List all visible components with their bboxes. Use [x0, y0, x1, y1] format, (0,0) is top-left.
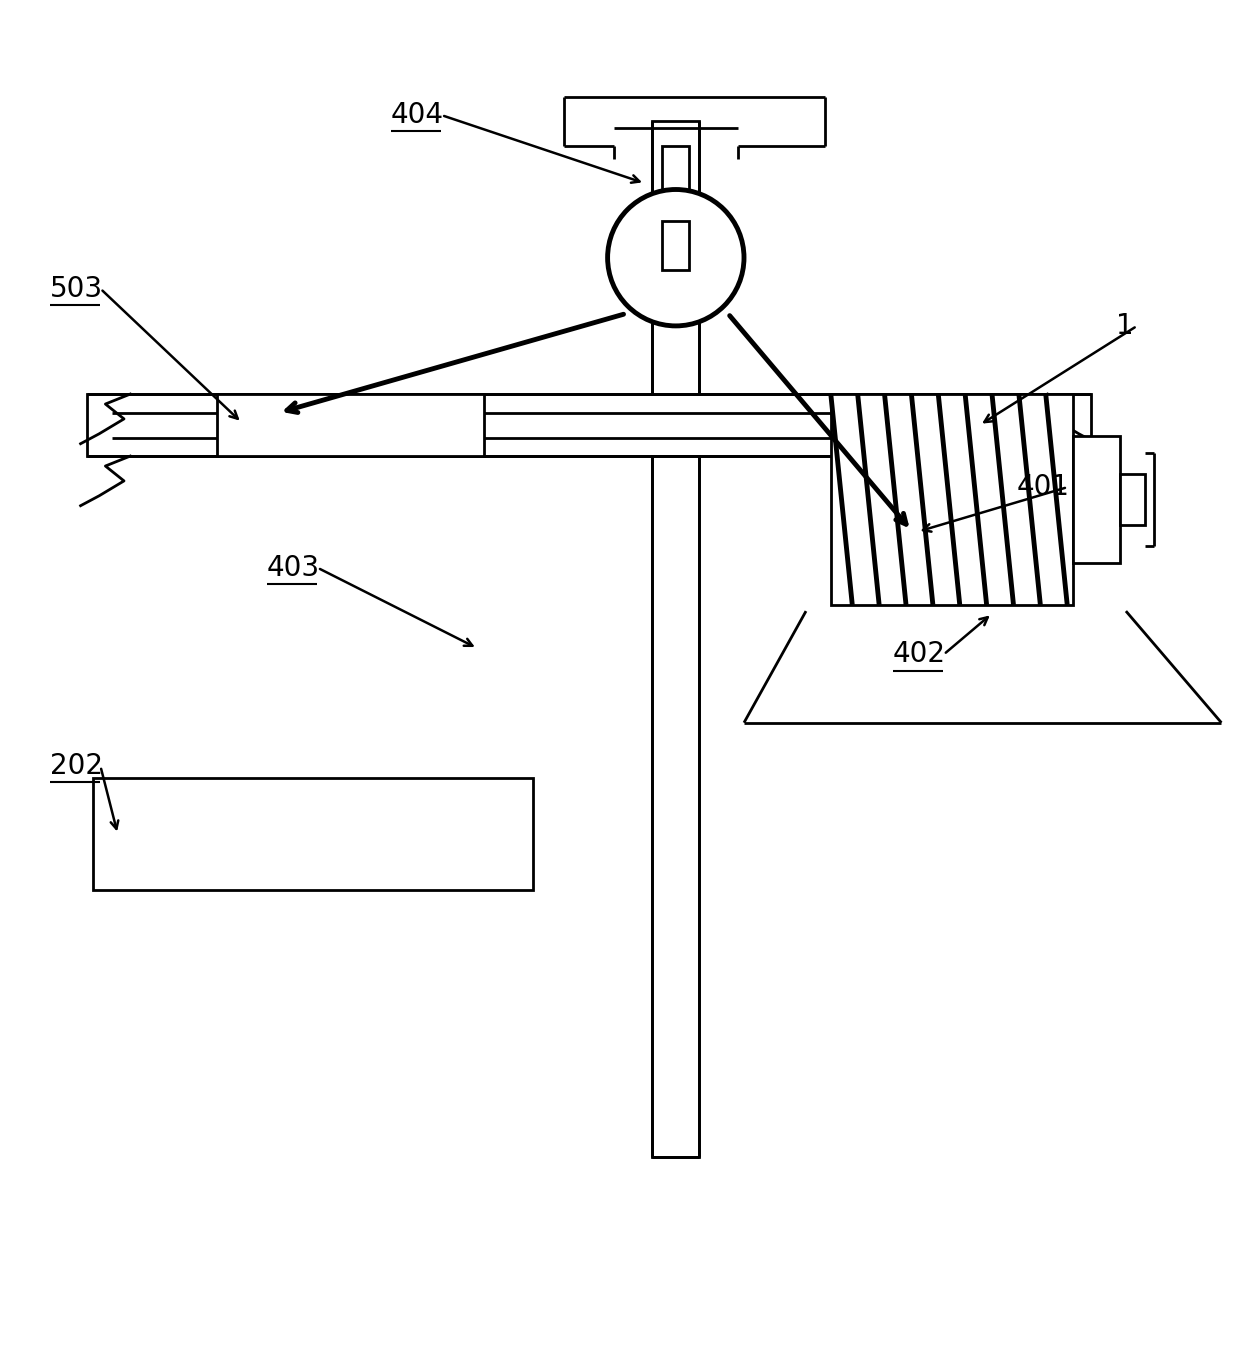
- Text: 404: 404: [391, 101, 444, 129]
- Bar: [652, 121, 699, 393]
- Bar: [1120, 474, 1145, 525]
- Text: 402: 402: [893, 640, 946, 669]
- Text: 202: 202: [50, 753, 103, 780]
- Text: 401: 401: [1017, 473, 1070, 500]
- Bar: [831, 393, 1073, 605]
- Bar: [87, 393, 1091, 457]
- Bar: [93, 779, 533, 890]
- Bar: [652, 457, 699, 1157]
- Circle shape: [608, 189, 744, 326]
- Bar: [662, 221, 689, 270]
- Bar: [217, 393, 484, 457]
- Text: 403: 403: [267, 554, 320, 581]
- Bar: [662, 147, 689, 208]
- Bar: [1073, 436, 1120, 562]
- Text: 503: 503: [50, 274, 103, 303]
- Text: 1: 1: [1116, 311, 1133, 340]
